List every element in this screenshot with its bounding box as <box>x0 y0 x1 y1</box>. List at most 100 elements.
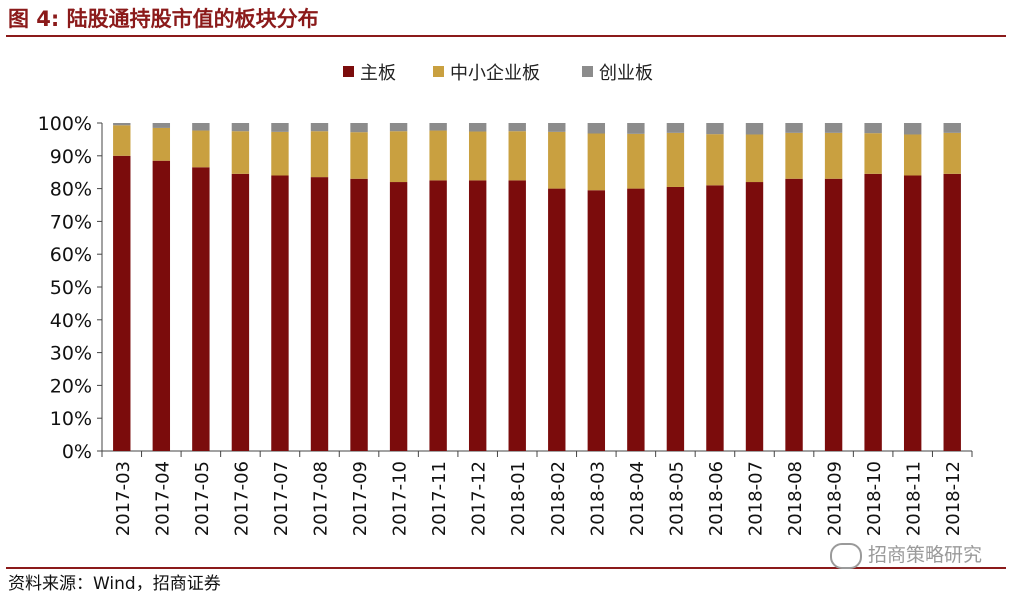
bar-segment <box>706 123 724 135</box>
bar-segment <box>548 123 566 132</box>
x-tick-label: 2018-08 <box>785 461 806 536</box>
bar-segment <box>429 180 447 451</box>
bar-segment <box>903 123 922 135</box>
figure-title: 图 4: 陆股通持股市值的板块分布 <box>8 7 319 31</box>
x-tick-label: 2017-10 <box>390 461 411 536</box>
bar-segment <box>389 182 408 452</box>
title-divider <box>6 35 1006 37</box>
bar-segment <box>706 134 724 186</box>
bar-segment <box>745 134 764 183</box>
y-tick-label: 10% <box>50 408 92 430</box>
bar-segment <box>192 130 210 168</box>
bar-segment <box>706 185 724 451</box>
x-tick-label: 2018-03 <box>587 461 608 536</box>
x-tick-label: 2018-09 <box>825 461 846 536</box>
bar-segment <box>508 131 526 181</box>
bar-segment <box>785 178 803 451</box>
x-tick-label: 2017-05 <box>192 461 213 536</box>
x-tick-label: 2018-01 <box>508 461 529 536</box>
legend-swatch <box>343 66 354 77</box>
x-tick-label: 2018-05 <box>666 461 687 536</box>
bar-segment <box>864 123 882 134</box>
bar-segment <box>310 131 329 178</box>
footer-divider <box>6 567 1006 569</box>
bar-segment <box>864 173 882 451</box>
bar-segment <box>587 123 606 134</box>
y-tick-label: 100% <box>38 113 92 135</box>
bar-segment <box>152 123 171 128</box>
y-tick-label: 0% <box>62 441 92 463</box>
bar-segment <box>350 132 368 179</box>
watermark-text: 招商策略研究 <box>867 544 982 566</box>
legend-label: 创业板 <box>599 63 653 84</box>
bar-segment <box>943 173 961 451</box>
y-tick-label: 60% <box>50 244 92 266</box>
bar-segment <box>548 131 566 189</box>
bar-segment <box>785 132 803 179</box>
bar-segment <box>192 167 210 451</box>
y-axis-tick-labels: 0% 10% 20% 30% 40% 50% 60% 70% 80% 90% 100% <box>38 113 92 463</box>
bar-segment <box>824 123 843 133</box>
bar-segment <box>389 123 408 132</box>
bar-segment <box>468 131 487 181</box>
bar-segment <box>429 123 447 131</box>
bar-segment <box>113 123 131 126</box>
y-tick-label: 40% <box>50 310 92 332</box>
bar-segment <box>389 131 408 183</box>
watermark: 招商策略研究 <box>829 540 982 570</box>
x-tick-label: 2017-04 <box>152 461 173 536</box>
x-tick-label: 2018-07 <box>746 461 767 536</box>
bar-segment <box>508 180 526 451</box>
bar-segment <box>943 132 961 174</box>
bar-segment <box>666 123 685 133</box>
y-tick-label: 50% <box>50 277 92 299</box>
legend-label: 主板 <box>360 63 396 84</box>
x-tick-label: 2017-07 <box>271 461 292 536</box>
legend-swatch <box>433 66 444 77</box>
bar-segment <box>627 133 645 189</box>
legend-label: 中小企业板 <box>450 63 540 84</box>
bar-segment <box>666 132 685 187</box>
bar-segment <box>231 173 250 451</box>
bar-segment <box>113 155 131 452</box>
x-tick-label: 2018-12 <box>943 461 964 536</box>
y-tick-label: 30% <box>50 343 92 365</box>
bar-segment <box>627 123 645 134</box>
bar-segment <box>231 123 250 132</box>
bar-segment <box>152 160 171 451</box>
bar-segment <box>864 133 882 174</box>
x-axis-tick-labels: 2017-03 2017-04 2017-05 2017-06 2017-07 2017-… <box>113 461 964 536</box>
bar-segment <box>745 182 764 452</box>
bar-segment <box>745 123 764 135</box>
x-tick-label: 2018-02 <box>548 461 569 536</box>
legend-swatch <box>582 66 593 77</box>
bar-segment <box>310 177 329 451</box>
bar-segment <box>824 178 843 451</box>
x-tick-label: 2017-12 <box>469 461 490 536</box>
x-tick-label: 2018-11 <box>904 461 925 536</box>
chart-legend: 主板 中小企业板 创业板 <box>343 63 653 84</box>
bar-segment <box>152 127 171 161</box>
wechat-icon <box>829 542 862 569</box>
x-tick-label: 2017-06 <box>231 461 252 536</box>
x-tick-label: 2018-06 <box>706 461 727 536</box>
bar-segment <box>271 175 289 452</box>
bar-segment <box>350 178 368 451</box>
x-tick-label: 2017-08 <box>311 461 332 536</box>
source-note: 资料来源：Wind，招商证券 <box>8 574 221 594</box>
bar-segment <box>350 123 368 133</box>
bars <box>113 123 961 452</box>
bar-segment <box>548 188 566 451</box>
bar-segment <box>231 131 250 174</box>
x-tick-label: 2018-04 <box>627 461 648 536</box>
bar-segment <box>903 134 922 176</box>
bar-segment <box>310 123 329 132</box>
bar-segment <box>429 130 447 181</box>
bar-segment <box>824 132 843 179</box>
bar-segment <box>666 186 685 451</box>
bar-segment <box>271 131 289 176</box>
bar-segment <box>587 190 606 452</box>
bar-segment <box>113 125 131 156</box>
bar-segment <box>943 123 961 133</box>
